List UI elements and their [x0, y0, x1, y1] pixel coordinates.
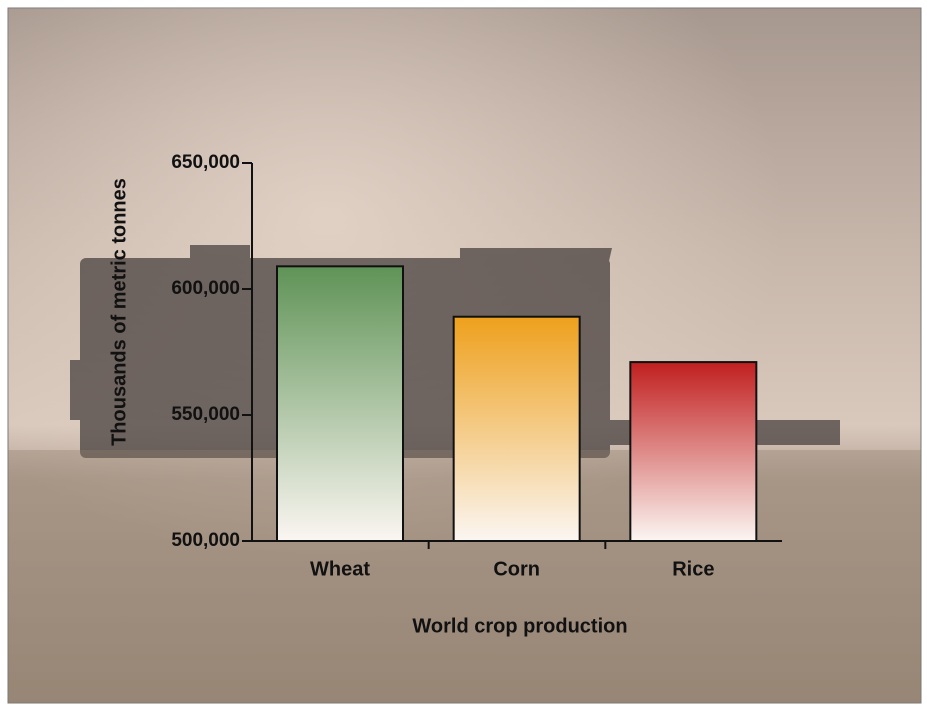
y-tick-label: 650,000 [171, 152, 240, 173]
bar [452, 315, 581, 542]
x-tick-label: Rice [672, 558, 714, 580]
x-tick-label: Corn [493, 558, 540, 580]
y-tick-label: 600,000 [171, 278, 240, 299]
bar [629, 361, 758, 542]
y-tick-label: 550,000 [171, 404, 240, 425]
y-tick-label: 500,000 [171, 530, 240, 551]
x-axis-title: World crop production [412, 615, 627, 637]
y-axis-title: Thousands of metric tonnes [108, 178, 130, 446]
x-tick-label: Wheat [310, 558, 370, 580]
bar [276, 265, 404, 542]
